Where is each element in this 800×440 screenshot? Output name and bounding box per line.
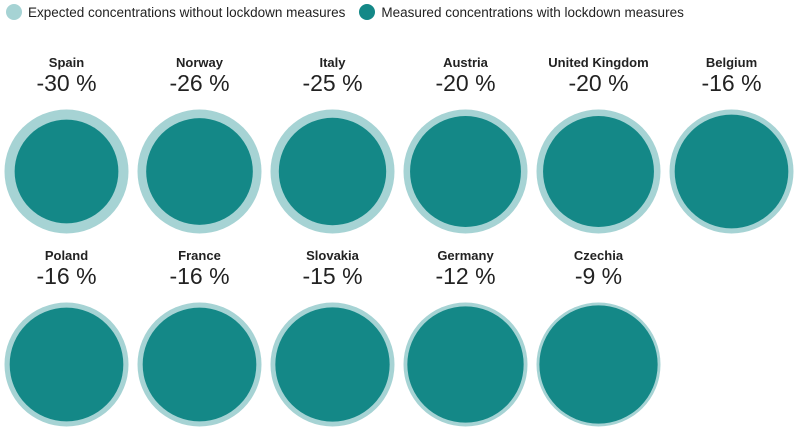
country-name: Germany: [437, 248, 494, 263]
change-label: -15 %: [302, 263, 363, 289]
legend-label-measured: Measured concentrations with lockdown me…: [381, 4, 684, 20]
measured-bubble: [142, 307, 257, 422]
country-name: Italy: [319, 55, 346, 70]
bubble-pair: [4, 109, 129, 234]
country-name: United Kingdom: [548, 55, 649, 70]
country-name: Poland: [44, 248, 89, 263]
bubble-pair: [536, 109, 661, 234]
change-label: -16 %: [701, 70, 762, 96]
measured-bubble: [543, 116, 654, 227]
legend-item-measured: Measured concentrations with lockdown me…: [359, 4, 684, 20]
country-cell: United Kingdom -20 %: [532, 55, 665, 240]
change-label: -12 %: [435, 263, 496, 289]
measured-bubble: [9, 307, 124, 422]
change-label: -9 %: [574, 263, 623, 289]
bubble-pair: [403, 109, 528, 234]
change-label: -25 %: [302, 70, 363, 96]
country-cell: Spain -30 %: [0, 55, 133, 240]
country-name: Spain: [48, 55, 85, 70]
country-name: Belgium: [705, 55, 758, 70]
measured-bubble: [275, 307, 390, 422]
country-cell: Italy -25 %: [266, 55, 399, 240]
change-label: -20 %: [435, 70, 496, 96]
country-name: France: [178, 248, 221, 263]
country-cell: France -16 %: [133, 248, 266, 433]
bubble-pair: [536, 302, 661, 427]
change-label: -30 %: [36, 70, 97, 96]
country-cell: Norway -26 %: [133, 55, 266, 240]
country-cell: Belgium -16 %: [665, 55, 798, 240]
bubble-pair: [270, 302, 395, 427]
legend-swatch-expected: [6, 4, 22, 20]
country-cell: Czechia -9 %: [532, 248, 665, 433]
change-label: -16 %: [36, 263, 97, 289]
legend-item-expected: Expected concentrations without lockdown…: [6, 4, 345, 20]
change-label: -20 %: [568, 70, 629, 96]
country-name: Austria: [443, 55, 488, 70]
bubble-pair: [669, 109, 794, 234]
measured-bubble: [539, 305, 658, 424]
country-name: Norway: [176, 55, 223, 70]
bubble-pair: [137, 109, 262, 234]
country-cell: Austria -20 %: [399, 55, 532, 240]
change-label: -16 %: [169, 263, 230, 289]
bubble-pair: [4, 302, 129, 427]
country-name: Czechia: [573, 248, 624, 263]
measured-bubble: [674, 114, 789, 229]
legend-label-expected: Expected concentrations without lockdown…: [28, 4, 346, 20]
measured-bubble: [410, 116, 521, 227]
country-cell: Poland -16 %: [0, 248, 133, 433]
bubble-pair: [137, 302, 262, 427]
measured-bubble: [407, 306, 524, 423]
change-label: -26 %: [169, 70, 230, 96]
legend-swatch-measured: [359, 4, 376, 20]
bubble-pair: [270, 109, 395, 234]
country-name: Slovakia: [306, 248, 359, 263]
country-cell: Germany -12 %: [399, 248, 532, 433]
measured-bubble: [14, 119, 119, 224]
measured-bubble: [146, 118, 253, 225]
measured-bubble: [278, 117, 387, 226]
bubble-pair: [403, 302, 528, 427]
legend: Expected concentrations without lockdown…: [6, 4, 698, 20]
country-cell: Slovakia -15 %: [266, 248, 399, 433]
